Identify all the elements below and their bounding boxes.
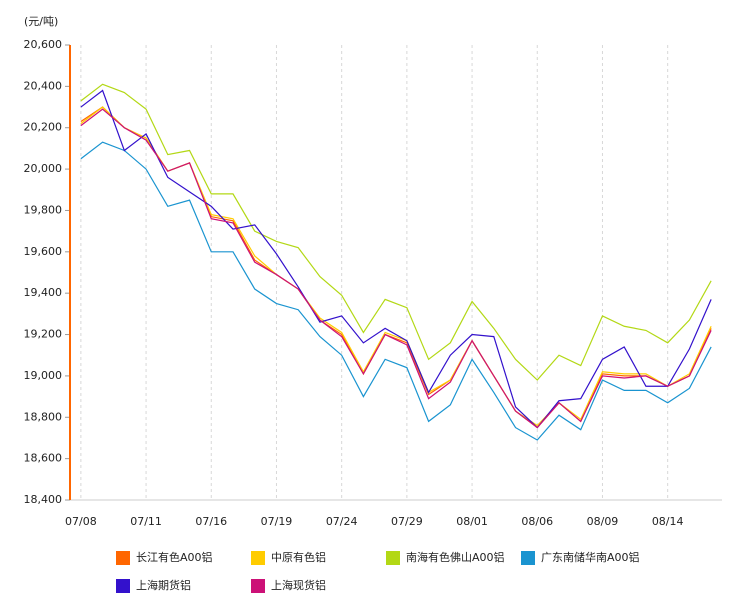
y-tick-label: 20,600 [24,38,63,51]
x-tick-label: 07/24 [326,515,358,528]
legend-swatch [251,551,265,565]
y-tick-label: 20,000 [24,162,63,175]
x-tick-label: 07/29 [391,515,423,528]
legend-label: 广东南储华南A00铝 [541,550,640,564]
x-tick-label: 07/08 [65,515,97,528]
x-tick-label: 08/14 [652,515,684,528]
x-tick-label: 07/19 [261,515,293,528]
x-tick-label: 08/09 [587,515,619,528]
legend-label: 上海期货铝 [136,578,191,592]
y-tick-label: 18,600 [24,452,63,465]
legend-label: 中原有色铝 [271,550,326,564]
series-line [80,141,712,441]
series-line [80,89,712,429]
y-tick-label: 19,800 [24,203,63,216]
y-tick-label: 19,600 [24,245,63,258]
y-tick-label: 18,400 [24,493,63,506]
y-axis-label: (元/吨) [24,15,58,28]
legend-swatch [116,579,130,593]
legend-label: 上海现货铝 [271,578,326,592]
legend-swatch [251,579,265,593]
y-tick-label: 20,400 [24,79,63,92]
series-line [80,108,712,429]
x-tick-label: 07/16 [195,515,227,528]
y-tick-label: 19,000 [24,369,63,382]
y-tick-label: 20,200 [24,121,63,134]
x-tick-label: 08/01 [456,515,488,528]
legend-label: 南海有色佛山A00铝 [406,550,505,564]
x-tick-label: 08/06 [521,515,553,528]
legend-label: 长江有色A00铝 [136,550,213,564]
y-tick-label: 18,800 [24,410,63,423]
x-tick-label: 07/11 [130,515,162,528]
series-line [80,106,712,429]
legend-swatch [116,551,130,565]
legend-swatch [521,551,535,565]
y-tick-label: 19,400 [24,286,63,299]
series-line [80,83,712,381]
legend-swatch [386,551,400,565]
y-tick-label: 19,200 [24,328,63,341]
